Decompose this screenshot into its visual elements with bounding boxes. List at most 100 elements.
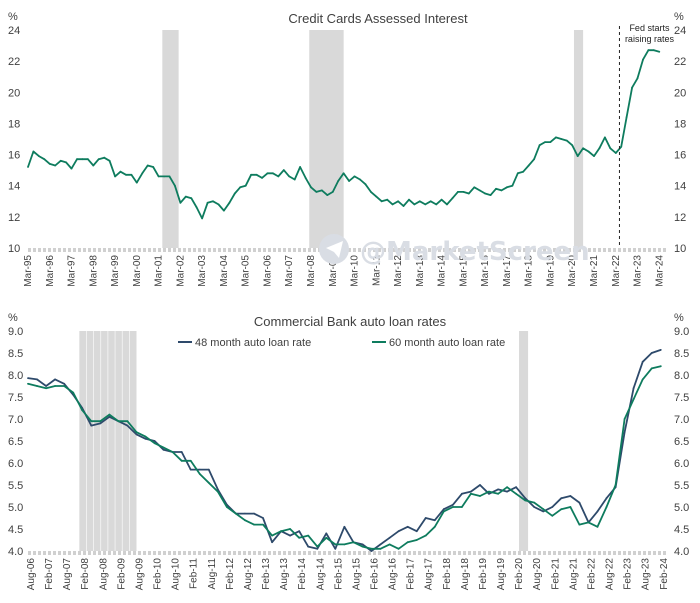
data-point <box>163 175 166 178</box>
data-point <box>614 484 617 486</box>
data-point <box>108 413 111 416</box>
y-tick-label-left: 24 <box>8 25 20 37</box>
data-point <box>473 186 476 189</box>
data-point <box>408 198 410 201</box>
y-tick-label-left: 8.0 <box>8 370 23 382</box>
x-tick-label: Mar-08 <box>306 255 317 287</box>
data-point <box>470 492 472 495</box>
data-point <box>144 437 147 440</box>
data-point <box>413 203 416 206</box>
y-tick-label-left: 4.5 <box>8 524 23 536</box>
data-point <box>189 459 192 462</box>
y-tick-label-right: 8.5 <box>674 348 689 360</box>
data-point <box>435 203 438 206</box>
data-point <box>440 198 443 201</box>
data-point <box>391 203 394 206</box>
data-point <box>180 459 183 462</box>
x-tick-label: Mar-22 <box>611 255 622 287</box>
data-point <box>397 547 400 550</box>
data-point <box>353 175 356 178</box>
x-tick-label: Feb-09 <box>116 558 127 590</box>
x-tick-label: Mar-02 <box>175 255 186 287</box>
data-point <box>506 186 508 189</box>
data-point <box>282 169 285 172</box>
x-tick-label: Feb-24 <box>659 558 670 590</box>
y-tick-label-right: 5.5 <box>674 480 689 492</box>
y-tick-label-right: 6.0 <box>674 458 689 470</box>
data-point <box>212 200 214 203</box>
data-point <box>126 424 129 427</box>
data-point <box>632 387 635 390</box>
x-tick-label: Aug-14 <box>315 558 326 591</box>
recession-band <box>162 30 179 248</box>
legend-label-2: 60 month auto loan rate <box>389 337 505 349</box>
data-point <box>168 175 171 178</box>
data-point <box>117 420 120 423</box>
y-tick-label-right: 5.0 <box>674 502 689 514</box>
y-tick-label-right: 14 <box>674 181 686 193</box>
x-tick-label: Aug-13 <box>279 558 290 591</box>
data-point <box>658 50 661 53</box>
y-tick-label-right: 16 <box>674 150 686 162</box>
data-point <box>650 367 653 370</box>
data-point <box>253 512 255 515</box>
watermark-logo-icon <box>319 234 349 264</box>
data-point <box>386 198 389 201</box>
data-point <box>244 512 246 515</box>
fed-annotation-text: Fed starts <box>629 23 670 33</box>
data-point <box>207 481 210 484</box>
data-point <box>380 200 383 203</box>
y-tick-label-right: 4.0 <box>674 546 689 558</box>
data-point <box>325 532 328 535</box>
data-point <box>217 203 220 206</box>
data-point <box>54 385 56 387</box>
y-tick-label-left: 5.0 <box>8 502 23 514</box>
data-point <box>162 448 165 451</box>
x-tick-label: Mar-07 <box>284 255 295 287</box>
data-point <box>179 201 182 204</box>
data-point <box>452 503 454 506</box>
data-point <box>515 486 517 489</box>
data-point <box>59 159 62 162</box>
data-point <box>433 525 436 528</box>
data-point <box>235 512 237 515</box>
data-point <box>334 543 337 546</box>
data-point <box>515 492 517 495</box>
y-tick-label-left: 5.5 <box>8 480 23 492</box>
data-point <box>623 431 626 434</box>
data-point <box>92 164 95 167</box>
y-tick-label-left: 4.0 <box>8 546 23 558</box>
data-point <box>452 506 454 508</box>
data-point <box>576 155 579 158</box>
data-point <box>262 517 264 519</box>
x-tick-label: Mar-03 <box>197 255 208 287</box>
x-tick-label: Mar-16 <box>480 255 491 287</box>
y-unit-left: % <box>8 11 18 23</box>
data-point <box>402 205 405 207</box>
x-tick-label: Aug-07 <box>62 558 73 591</box>
data-point <box>397 200 399 203</box>
data-point <box>516 172 519 175</box>
data-point <box>461 492 463 495</box>
x-tick-label: Mar-18 <box>524 255 535 287</box>
x-tick-label: Feb-07 <box>44 558 55 590</box>
data-point <box>424 517 427 519</box>
data-point <box>141 172 144 175</box>
x-tick-label: Mar-19 <box>545 255 556 287</box>
data-point <box>54 164 57 167</box>
data-point <box>90 424 93 427</box>
y-tick-label-left: 18 <box>8 118 20 130</box>
data-point <box>636 77 639 80</box>
x-tick-label: Feb-11 <box>189 558 200 589</box>
data-point <box>135 181 138 184</box>
data-point <box>497 492 499 495</box>
x-tick-label: Mar-05 <box>241 255 252 287</box>
data-point <box>415 530 418 533</box>
data-point <box>261 177 263 179</box>
recession-band <box>309 30 344 248</box>
data-point <box>609 147 612 150</box>
data-point <box>310 186 312 189</box>
data-point <box>596 510 599 513</box>
data-point <box>87 158 89 161</box>
x-tick-label: Aug-17 <box>424 558 435 591</box>
